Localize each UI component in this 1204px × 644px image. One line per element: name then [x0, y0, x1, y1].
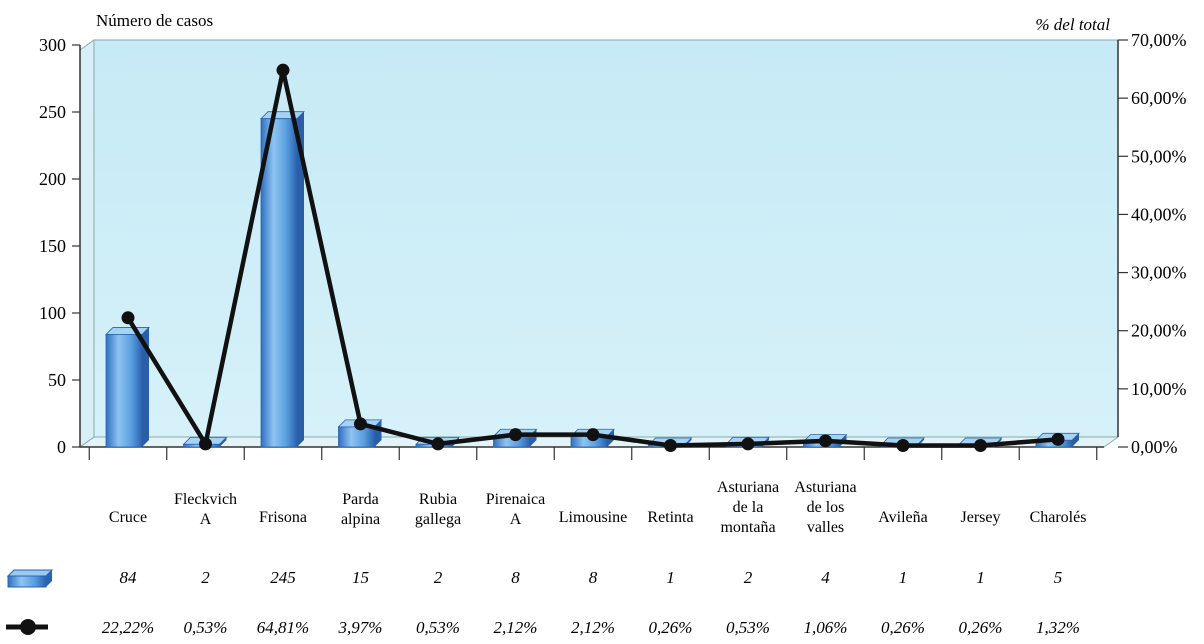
category-label: Fleckvich A	[174, 491, 237, 528]
category-label: Charolés	[1030, 509, 1087, 526]
bar-side	[1072, 433, 1079, 447]
y-right-tick-label: 40,00%	[1131, 204, 1187, 224]
bar-value-label: 1	[899, 568, 908, 587]
bar-front	[338, 426, 375, 448]
bar-top	[260, 111, 305, 120]
percentage-value-label: 22,22%	[102, 618, 154, 637]
y-left-tick-label: 300	[39, 35, 66, 55]
percentage-point	[741, 437, 755, 451]
bar	[260, 111, 305, 448]
y-right-tick-label: 30,00%	[1131, 263, 1187, 283]
y-axis-left-title: Número de casos	[96, 11, 213, 30]
category-label: Avileña	[878, 509, 927, 526]
bar-value-label: 8	[589, 568, 598, 587]
y-right-tick-label: 50,00%	[1131, 146, 1187, 166]
percentage-value-label: 1,32%	[1036, 618, 1080, 637]
y-left-tick-label: 50	[48, 370, 66, 390]
y-right-tick-label: 60,00%	[1131, 88, 1187, 108]
y-left-tick-label: 100	[39, 303, 66, 323]
category-label: Jersey	[961, 509, 1001, 526]
legend-bar-icon	[6, 569, 54, 588]
bar-value-label: 2	[434, 568, 443, 587]
percentage-point	[509, 428, 522, 442]
percentage-value-label: 0,26%	[881, 618, 925, 637]
category-label: Limousine	[559, 509, 627, 526]
y-left-tick-label: 250	[39, 102, 66, 122]
percentage-point	[199, 437, 212, 451]
bar-value-label: 245	[270, 568, 296, 587]
bar-value-label: 2	[201, 568, 210, 587]
percentage-value-label: 0,26%	[959, 618, 1003, 637]
y-left-tick-label: 200	[39, 169, 66, 189]
percentage-point	[431, 437, 445, 451]
category-label: Pirenaica A	[486, 491, 546, 528]
percentage-point	[974, 438, 987, 452]
percentage-value-label: 64,81%	[257, 618, 309, 637]
category-label: Rubia gallega	[415, 491, 461, 528]
percentage-point	[664, 438, 677, 452]
percentage-value-label: 2,12%	[571, 618, 615, 637]
bar-side	[219, 437, 227, 447]
percentage-point	[586, 428, 600, 442]
bar-value-label: 5	[1054, 568, 1063, 587]
bar-value-label: 4	[821, 568, 830, 587]
percentage-value-label: 0,26%	[649, 618, 693, 637]
percentage-point	[896, 438, 910, 452]
percentage-value-label: 0,53%	[416, 618, 460, 637]
y-right-tick-label: 70,00%	[1131, 30, 1187, 50]
bar-value-label: 15	[352, 568, 369, 587]
y-right-tick-label: 20,00%	[1131, 321, 1187, 341]
legend-line-icon	[6, 619, 48, 635]
percentage-point	[1051, 432, 1065, 446]
percentage-value-label: 1,06%	[804, 618, 848, 637]
bar-value-label: 1	[666, 568, 675, 587]
bar-value-label: 2	[744, 568, 753, 587]
bar-front	[260, 118, 298, 448]
y-right-tick-label: 0,00%	[1131, 437, 1178, 457]
plot-side-wall	[79, 39, 95, 448]
percentage-value-label: 2,12%	[494, 618, 538, 637]
y-left-tick-label: 0	[57, 437, 66, 457]
category-label: Retinta	[647, 509, 693, 526]
percentage-value-label: 0,53%	[726, 618, 770, 637]
bar-value-label: 8	[511, 568, 520, 587]
category-label: Asturiana de los valles	[794, 479, 856, 536]
bar-top	[105, 327, 150, 335]
bar-side	[297, 111, 304, 447]
bar-front	[105, 334, 143, 448]
percentage-point	[276, 63, 290, 77]
percentage-point	[354, 417, 367, 431]
y-axis-right-title: % del total	[1035, 15, 1110, 34]
y-right-tick-label: 10,00%	[1131, 379, 1187, 399]
percentage-value-label: 0,53%	[184, 618, 228, 637]
category-label: Frisona	[259, 509, 307, 526]
percentage-point	[819, 434, 832, 448]
bar-value-label: 84	[120, 568, 138, 587]
y-left-tick-label: 150	[39, 236, 66, 256]
bar-value-label: 1	[976, 568, 985, 587]
percentage-point	[121, 311, 135, 325]
percentage-value-label: 3,97%	[338, 618, 383, 637]
category-label: Parda alpina	[341, 491, 380, 528]
bar-side	[142, 327, 149, 447]
category-label: Asturiana de la montaña	[717, 479, 779, 536]
category-label: Cruce	[109, 509, 147, 526]
